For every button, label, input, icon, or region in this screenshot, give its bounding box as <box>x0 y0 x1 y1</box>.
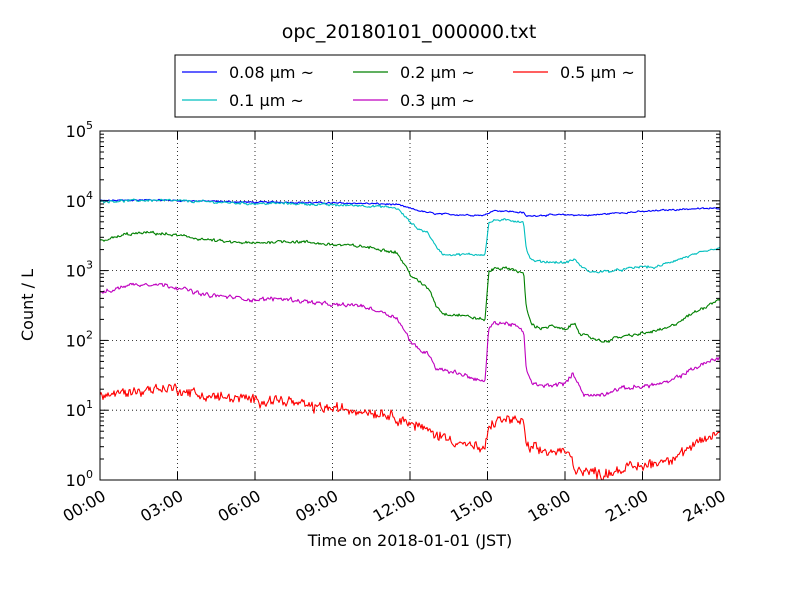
y-tick-label: 104 <box>66 189 93 211</box>
series-line <box>99 230 721 343</box>
legend-label: 0.2 μm ~ <box>400 63 475 82</box>
plot-area <box>100 131 720 480</box>
legend-label: 0.5 μm ~ <box>560 63 635 82</box>
x-axis-label: Time on 2018-01-01 (JST) <box>307 531 512 550</box>
chart-title: opc_20180101_000000.txt <box>282 21 537 43</box>
grid-lines <box>100 131 720 480</box>
series-line <box>99 282 721 397</box>
legend-label: 0.1 μm ~ <box>229 91 304 110</box>
legend-label: 0.3 μm ~ <box>400 91 475 110</box>
y-tick-label: 101 <box>66 398 93 420</box>
y-tick-label: 103 <box>66 259 93 281</box>
legend: 0.08 μm ~ 0.1 μm ~ 0.2 μm ~ 0.3 μm ~ 0.5 μm … <box>174 54 646 118</box>
y-tick-labels: 100 101 102 103 104 105 <box>66 119 93 490</box>
series-line <box>99 383 721 481</box>
y-tick-label: 105 <box>66 119 93 141</box>
series-line <box>99 198 721 274</box>
series-lines <box>99 198 721 481</box>
y-tick-label: 102 <box>66 328 93 350</box>
legend-label: 0.08 μm ~ <box>229 63 314 82</box>
y-axis-label: Count / L <box>18 269 37 341</box>
legend-box <box>174 54 646 118</box>
plot-frame <box>99 130 721 481</box>
y-tick-label: 100 <box>66 468 93 490</box>
